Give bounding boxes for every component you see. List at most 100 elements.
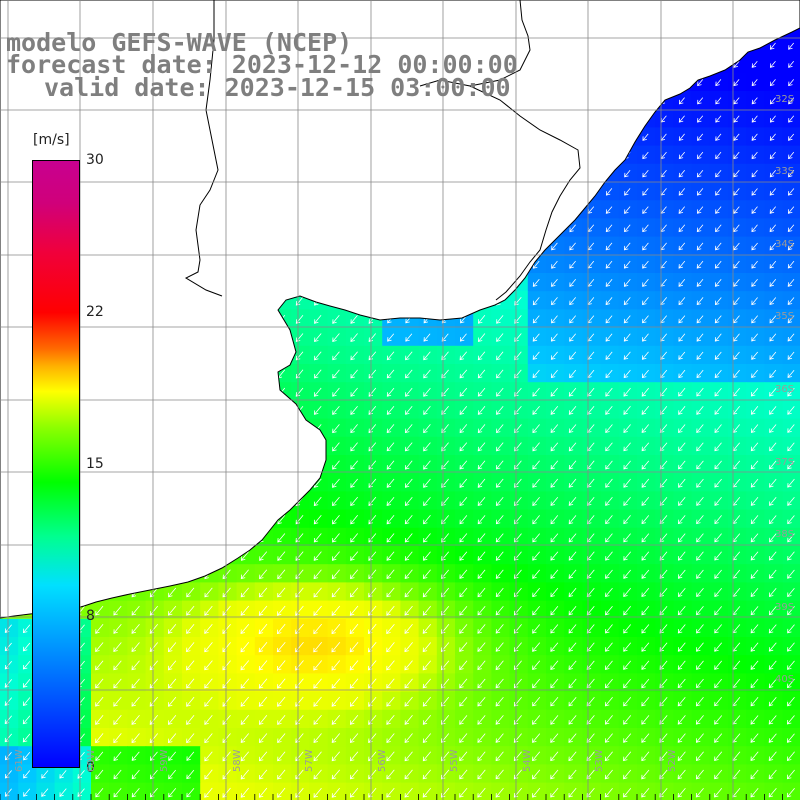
- wind-arrow-icon: [387, 333, 395, 342]
- wind-arrow-icon: [350, 351, 358, 361]
- wind-arrow-icon: [204, 733, 213, 744]
- wind-arrow-icon: [459, 696, 468, 707]
- wind-arrow-icon: [477, 478, 486, 488]
- lon-label-54w: 54W: [522, 749, 533, 772]
- wind-arrow-icon: [423, 442, 431, 452]
- wind-cell: [345, 618, 365, 638]
- wind-arrow-icon: [386, 660, 395, 671]
- wind-cell: [637, 582, 656, 602]
- wind-cell: [655, 109, 674, 128]
- wind-cell: [764, 764, 784, 784]
- wind-cell: [309, 364, 329, 383]
- wind-cell: [709, 673, 729, 693]
- wind-arrow-icon: [605, 406, 613, 415]
- wind-arrow-icon: [95, 624, 104, 634]
- wind-cell: [436, 582, 456, 602]
- wind-arrow-icon: [550, 678, 559, 689]
- wind-cell: [364, 418, 383, 438]
- wind-cell: [364, 436, 383, 456]
- wind-arrow-icon: [386, 569, 395, 580]
- wind-arrow-icon: [459, 769, 468, 780]
- wind-arrow-icon: [586, 642, 595, 652]
- wind-cell: [491, 691, 511, 711]
- wind-arrow-icon: [750, 787, 759, 798]
- wind-cell: [764, 145, 784, 165]
- wind-arrow-icon: [332, 351, 340, 361]
- wind-cell: [709, 254, 729, 274]
- lat-label-37s: 37S: [775, 457, 795, 468]
- wind-arrow-icon: [642, 206, 649, 214]
- wind-arrow-icon: [550, 424, 559, 434]
- wind-cell: [655, 655, 674, 674]
- wind-cell: [291, 728, 310, 747]
- wind-cell: [345, 418, 365, 438]
- wind-arrow-icon: [386, 623, 395, 635]
- wind-cell: [691, 509, 711, 529]
- wind-cell: [91, 673, 110, 693]
- wind-cell: [655, 200, 674, 219]
- wind-arrow-icon: [768, 733, 777, 743]
- wind-arrow-icon: [423, 351, 431, 361]
- wind-cell: [127, 655, 147, 674]
- wind-arrow-icon: [349, 587, 359, 598]
- wind-arrow-icon: [569, 351, 577, 360]
- wind-cell: [382, 436, 401, 456]
- wind-arrow-icon: [714, 406, 722, 415]
- wind-arrow-icon: [404, 515, 413, 525]
- wind-cell: [728, 145, 747, 165]
- wind-arrow-icon: [569, 278, 577, 287]
- wind-cell: [746, 637, 765, 656]
- wind-arrow-icon: [459, 442, 468, 452]
- colorbar-tick-8: 8: [86, 608, 95, 624]
- wind-cell: [600, 491, 620, 511]
- wind-cell: [728, 291, 747, 310]
- wind-arrow-icon: [368, 351, 377, 361]
- wind-cell: [691, 273, 711, 292]
- wind-cell: [491, 436, 511, 456]
- wind-cell: [382, 364, 401, 383]
- wind-arrow-icon: [313, 533, 322, 543]
- wind-arrow-icon: [605, 442, 613, 452]
- wind-cell: [637, 618, 656, 638]
- wind-cell: [182, 655, 201, 674]
- wind-arrow-icon: [495, 496, 504, 507]
- wind-arrow-icon: [715, 151, 722, 160]
- wind-cell: [618, 527, 638, 547]
- wind-arrow-icon: [168, 587, 177, 598]
- wind-cell: [709, 473, 729, 492]
- wind-arrow-icon: [696, 424, 704, 434]
- wind-arrow-icon: [240, 587, 250, 598]
- wind-arrow-icon: [532, 624, 541, 634]
- wind-arrow-icon: [222, 696, 231, 707]
- wind-cell: [691, 491, 711, 511]
- wind-cell: [728, 709, 747, 729]
- wind-cell: [91, 655, 110, 674]
- wind-cell: [600, 564, 620, 583]
- wind-arrow-icon: [368, 369, 377, 379]
- wind-arrow-icon: [623, 769, 632, 780]
- wind-arrow-icon: [604, 660, 613, 671]
- wind-arrow-icon: [532, 369, 540, 379]
- wind-arrow-icon: [768, 660, 777, 670]
- wind-cell: [546, 637, 565, 656]
- wind-cell: [546, 728, 565, 747]
- wind-arrow-icon: [714, 478, 722, 488]
- wind-arrow-icon: [678, 315, 686, 324]
- wind-cell: [746, 400, 765, 420]
- wind-cell: [455, 582, 474, 602]
- wind-cell: [709, 600, 729, 620]
- wind-cell: [709, 546, 729, 565]
- wind-cell: [218, 728, 238, 747]
- wind-cell: [546, 509, 565, 529]
- wind-arrow-icon: [131, 715, 140, 725]
- wind-arrow-icon: [678, 406, 686, 415]
- wind-cell: [709, 418, 729, 438]
- wind-cell: [218, 582, 238, 602]
- wind-arrow-icon: [459, 496, 468, 507]
- wind-cell: [436, 382, 456, 401]
- wind-arrow-icon: [513, 751, 522, 762]
- wind-cell: [364, 345, 383, 365]
- wind-arrow-icon: [769, 497, 777, 506]
- wind-cell: [364, 728, 383, 747]
- wind-arrow-icon: [313, 569, 322, 580]
